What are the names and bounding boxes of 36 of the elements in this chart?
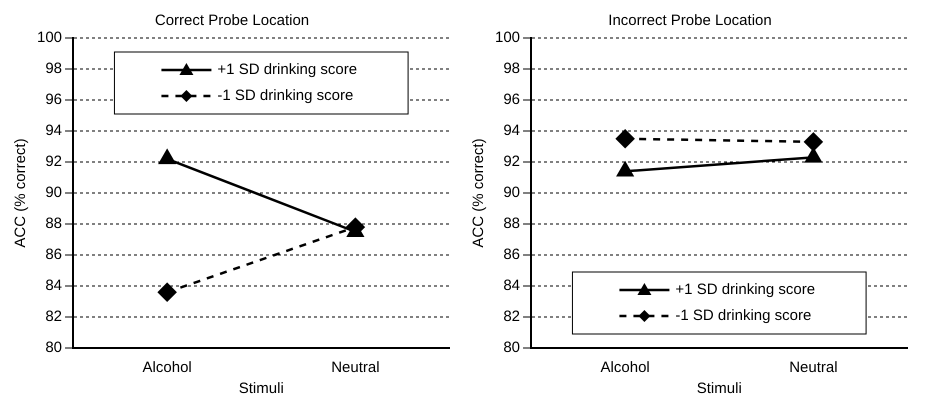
chart-title: Correct Probe Location xyxy=(154,12,310,30)
x-tick-label: Alcohol xyxy=(600,359,650,376)
chart-title: Incorrect Probe Location xyxy=(608,12,772,30)
y-tick-label: 86 xyxy=(503,246,520,264)
y-axis-title: ACC (% correct) xyxy=(470,138,488,248)
y-tick-label: 88 xyxy=(503,215,520,232)
y-tick-label: 80 xyxy=(45,339,62,356)
y-tick-label: 98 xyxy=(503,60,520,78)
y-tick-label: 82 xyxy=(503,308,520,326)
y-tick-label: 100 xyxy=(36,29,62,46)
y-tick-label: 94 xyxy=(503,122,520,140)
y-tick-label: 96 xyxy=(45,91,62,108)
y-tick-label: 90 xyxy=(503,184,520,202)
y-tick-label: 90 xyxy=(45,184,62,202)
x-tick-label: Neutral xyxy=(331,359,380,376)
legend-label: -1 SD drinking score xyxy=(217,87,354,104)
x-axis-title: Stimuli xyxy=(696,380,742,398)
y-tick-label: 96 xyxy=(503,91,520,108)
y-tick-label: 86 xyxy=(45,246,62,264)
y-tick-label: 94 xyxy=(45,122,62,140)
y-tick-label: 92 xyxy=(45,153,62,170)
y-tick-label: 100 xyxy=(494,29,520,46)
legend-label: +1 SD drinking score xyxy=(675,281,816,298)
y-tick-label: 80 xyxy=(503,339,520,356)
x-tick-label: Alcohol xyxy=(142,359,192,376)
y-axis-title: ACC (% correct) xyxy=(12,138,30,248)
y-tick-label: 92 xyxy=(503,153,520,170)
legend-label: +1 SD drinking score xyxy=(217,61,358,78)
y-tick-label: 84 xyxy=(503,277,520,294)
x-tick-label: Neutral xyxy=(789,359,838,376)
y-tick-label: 88 xyxy=(45,215,62,232)
legend-label: -1 SD drinking score xyxy=(675,307,812,324)
y-tick-label: 82 xyxy=(45,308,62,326)
y-tick-label: 98 xyxy=(45,60,62,78)
y-tick-label: 84 xyxy=(45,277,62,294)
x-axis-title: Stimuli xyxy=(238,380,284,398)
